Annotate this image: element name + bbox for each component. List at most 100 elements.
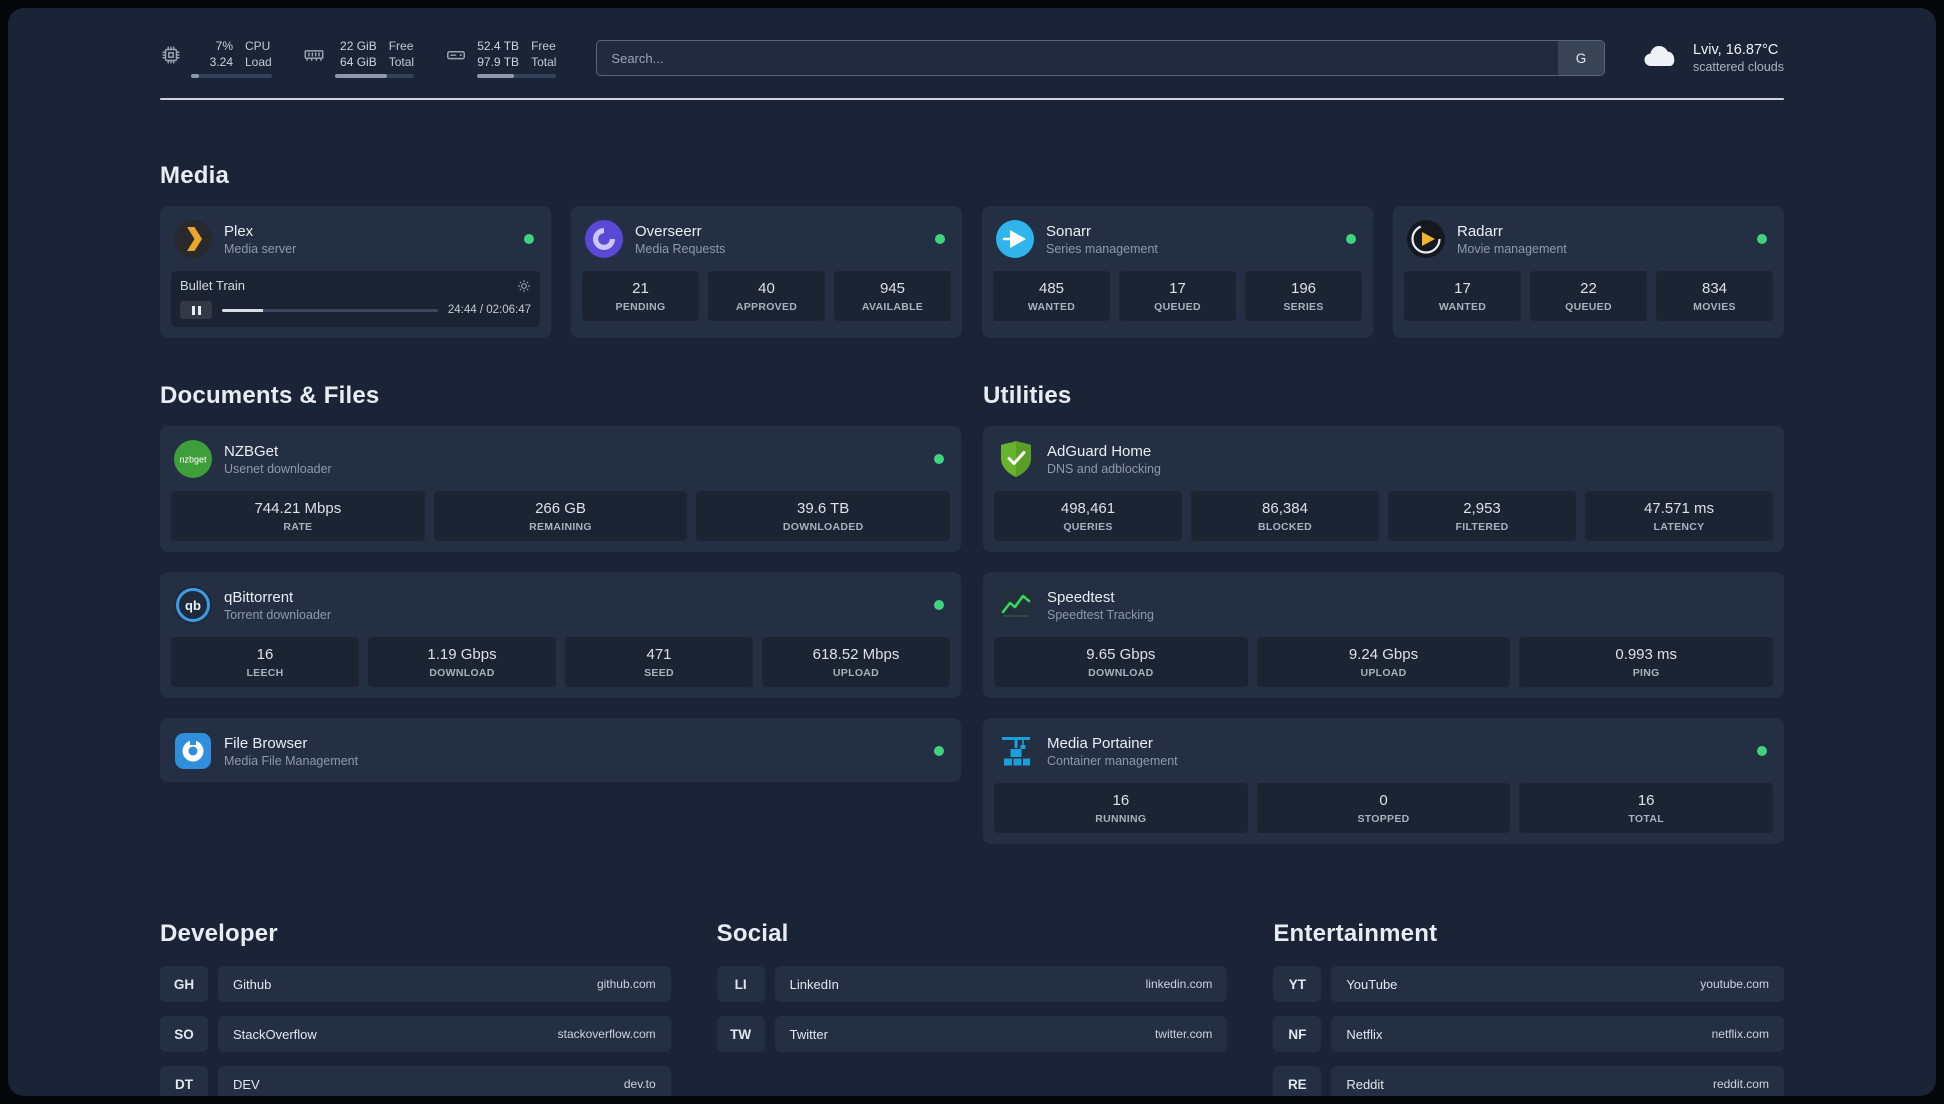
stat-seed: 471 SEED: [565, 637, 753, 687]
status-dot: [1757, 234, 1767, 244]
playback-progress-bar[interactable]: [222, 308, 438, 312]
section-title-documents: Documents & Files: [160, 382, 380, 409]
playback-time: 24:44 / 02:06:47: [447, 304, 531, 316]
service-link-radarr[interactable]: Radarr Movie management: [1404, 217, 1773, 259]
stat-queries: 498,461 QUERIES: [994, 491, 1182, 541]
memory-free-label: Free: [388, 39, 414, 53]
qbittorrent-icon: qb: [173, 585, 213, 625]
service-card-sonarr: Sonarr Series management 485 WANTED 17 Q…: [982, 206, 1373, 338]
svg-text:nzbget: nzbget: [179, 455, 207, 465]
service-desc: Series management: [1046, 241, 1158, 256]
bookmark-link-netflix[interactable]: Netflix netflix.com: [1331, 1016, 1784, 1052]
stat-upload: 9.24 Gbps UPLOAD: [1256, 637, 1511, 687]
disk-free-label: Free: [531, 39, 556, 53]
service-desc: Container management: [1047, 753, 1178, 768]
section-title-social: Social: [716, 920, 789, 947]
bookmark-link-dev[interactable]: DEV dev.to: [218, 1066, 671, 1096]
bookmark-abbr: RE: [1273, 1066, 1322, 1096]
service-desc: Speedtest Tracking: [1047, 607, 1155, 622]
service-link-overseerr[interactable]: Overseerr Media Requests: [582, 217, 951, 259]
disk-usage-bar: [477, 74, 557, 78]
service-name: Sonarr: [1046, 222, 1092, 240]
stat-wanted: 485 WANTED: [993, 271, 1110, 321]
service-desc: Movie management: [1457, 241, 1567, 256]
search-provider-button[interactable]: G: [1557, 41, 1604, 75]
memory-widget: 22 GiB 64 GiB Free Total: [302, 38, 415, 78]
plex-now-playing-widget: Bullet Train 24:44 / 02:06:47: [171, 271, 540, 327]
service-link-qbittorrent[interactable]: qb qBittorrent Torrent downloader: [171, 583, 950, 625]
status-dot: [935, 234, 945, 244]
service-name: File Browser: [224, 734, 308, 752]
memory-usage-bar: [334, 74, 415, 78]
section-title-developer: Developer: [160, 920, 278, 947]
bookmark-link-reddit[interactable]: Reddit reddit.com: [1331, 1066, 1784, 1096]
weather-condition: scattered clouds: [1692, 60, 1784, 74]
stat-upload: 618.52 Mbps UPLOAD: [762, 637, 950, 687]
disk-total-value: 97.9 TB: [477, 55, 520, 69]
stat-available: 945 AVAILABLE: [834, 271, 951, 321]
bookmark-linkedin: LI LinkedIn linkedin.com: [716, 966, 1228, 1002]
nzbget-icon: nzbget: [173, 439, 213, 479]
radarr-icon: [1406, 219, 1446, 259]
bookmark-link-twitter[interactable]: Twitter twitter.com: [774, 1016, 1228, 1052]
bookmark-abbr: SO: [160, 1016, 208, 1052]
status-dot: [1346, 234, 1356, 244]
bookmark-youtube: YT YouTube youtube.com: [1273, 966, 1784, 1002]
bookmark-abbr: GH: [160, 966, 208, 1002]
bookmark-link-youtube[interactable]: YouTube youtube.com: [1331, 966, 1784, 1002]
stat-pending: 21 PENDING: [582, 271, 699, 321]
top-bar: 7% 3.24 CPU Load: [160, 38, 1784, 78]
gear-icon[interactable]: [517, 279, 531, 293]
service-card-radarr: Radarr Movie management 17 WANTED 22 QUE…: [1393, 206, 1784, 338]
disk-widget: 52.4 TB 97.9 TB Free Total: [444, 38, 557, 78]
service-name: NZBGet: [224, 442, 279, 460]
stat-blocked: 86,384 BLOCKED: [1191, 491, 1379, 541]
plex-icon: [173, 219, 213, 259]
service-link-adguard[interactable]: AdGuard Home DNS and adblocking: [994, 437, 1773, 479]
filebrowser-icon: [173, 731, 213, 771]
service-name: Speedtest: [1047, 588, 1115, 606]
service-name: qBittorrent: [224, 588, 294, 606]
bookmark-link-stackoverflow[interactable]: StackOverflow stackoverflow.com: [218, 1016, 671, 1052]
search-bar: G: [596, 40, 1605, 76]
stat-total: 16 TOTAL: [1519, 783, 1774, 833]
cpu-chip-icon: [160, 44, 182, 66]
weather-location: Lviv, 16.87°C: [1692, 42, 1779, 58]
status-dot: [1757, 746, 1767, 756]
stat-filtered: 2,953 FILTERED: [1388, 491, 1576, 541]
service-name: AdGuard Home: [1047, 442, 1152, 460]
cloud-icon: [1641, 41, 1681, 76]
cpu-load-label: Load: [245, 55, 272, 69]
status-dot: [934, 454, 944, 464]
status-dot: [524, 234, 534, 244]
sonarr-icon: [995, 219, 1035, 259]
service-link-portainer[interactable]: Media Portainer Container management: [994, 729, 1773, 771]
pause-button[interactable]: [180, 301, 212, 319]
portainer-icon: [996, 731, 1036, 771]
stat-stopped: 0 STOPPED: [1256, 783, 1511, 833]
service-desc: Media Requests: [635, 241, 726, 256]
stat-approved: 40 APPROVED: [708, 271, 825, 321]
stat-movies: 834 MOVIES: [1656, 271, 1773, 321]
stat-series: 196 SERIES: [1245, 271, 1362, 321]
memory-total-value: 64 GiB: [340, 55, 377, 69]
service-card-filebrowser: File Browser Media File Management: [160, 718, 961, 782]
bookmark-link-linkedin[interactable]: LinkedIn linkedin.com: [774, 966, 1228, 1002]
section-title-entertainment: Entertainment: [1273, 920, 1438, 947]
bookmark-github: GH Github github.com: [160, 966, 671, 1002]
stat-wanted: 17 WANTED: [1404, 271, 1521, 321]
service-link-nzbget[interactable]: nzbget NZBGet Usenet downloader: [171, 437, 950, 479]
service-link-speedtest[interactable]: Speedtest Speedtest Tracking: [994, 583, 1773, 625]
weather-widget: Lviv, 16.87°C scattered clouds: [1641, 41, 1784, 76]
service-desc: Media File Management: [224, 753, 359, 768]
memory-total-label: Total: [388, 55, 415, 69]
resource-widgets: 7% 3.24 CPU Load: [160, 38, 557, 78]
service-link-sonarr[interactable]: Sonarr Series management: [993, 217, 1362, 259]
search-input[interactable]: [597, 41, 1558, 75]
bookmark-abbr: NF: [1273, 1016, 1322, 1052]
dashboard: 7% 3.24 CPU Load: [8, 8, 1936, 1096]
stat-running: 16 RUNNING: [994, 783, 1248, 833]
service-link-filebrowser[interactable]: File Browser Media File Management: [171, 729, 950, 771]
bookmark-link-github[interactable]: Github github.com: [218, 966, 671, 1002]
service-link-plex[interactable]: Plex Media server: [171, 217, 540, 259]
